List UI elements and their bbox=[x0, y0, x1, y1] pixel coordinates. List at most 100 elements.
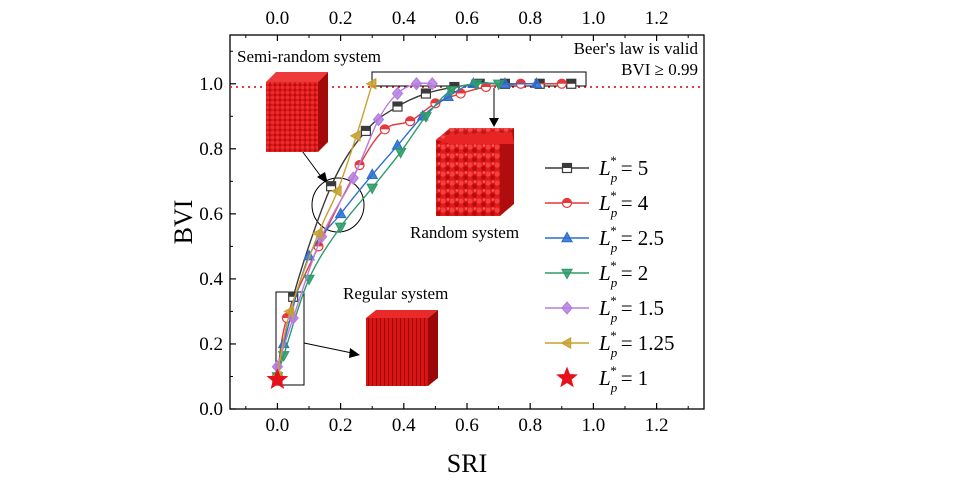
arrow-regular-head bbox=[349, 348, 360, 358]
legend-value: 5 bbox=[638, 156, 649, 180]
series-layer bbox=[266, 77, 577, 390]
data-point bbox=[347, 171, 359, 185]
data-point bbox=[330, 185, 342, 198]
legend-symbol: L bbox=[598, 156, 611, 180]
top-tick-label: 0.6 bbox=[455, 8, 479, 29]
data-point bbox=[283, 305, 295, 318]
legend-symbol: L bbox=[598, 331, 611, 355]
legend-superscript: * bbox=[610, 363, 617, 378]
legend-equals: = bbox=[621, 366, 638, 390]
regular-region-box bbox=[275, 291, 305, 386]
data-point bbox=[530, 77, 543, 88]
legend-value: 2 bbox=[638, 261, 649, 285]
data-point bbox=[266, 368, 289, 390]
y-tick-label: 0.6 bbox=[199, 204, 223, 225]
legend-item: Lp * = 2 bbox=[545, 258, 648, 290]
data-point bbox=[426, 77, 438, 91]
data-point bbox=[360, 125, 371, 137]
y-tick-label: 0.0 bbox=[199, 399, 223, 420]
legend-label: Lp * = 1 bbox=[598, 363, 648, 395]
arrow-regular bbox=[303, 342, 353, 354]
data-point bbox=[419, 112, 432, 123]
annotation-semi-random: Semi-random system bbox=[237, 47, 381, 66]
y-tick-label: 0.4 bbox=[199, 269, 223, 290]
top-tick-label: 0.8 bbox=[518, 8, 542, 29]
legend-item: Lp * = 1.25 bbox=[545, 328, 675, 360]
y-axis-title: BVI bbox=[169, 200, 198, 245]
legend-subscript: p bbox=[610, 345, 618, 360]
annotation-beer-line2: BVI ≥ 0.99 bbox=[621, 60, 698, 79]
random-cube-image bbox=[436, 128, 514, 216]
legend-symbol: L bbox=[598, 366, 611, 390]
top-tick-label: 1.0 bbox=[582, 8, 606, 29]
data-point bbox=[445, 86, 458, 97]
data-point bbox=[470, 79, 483, 91]
legend-label: Lp * = 2.5 bbox=[598, 223, 664, 255]
arrow-semi-random-head bbox=[317, 172, 328, 184]
x-axis-title: SRI bbox=[447, 449, 487, 478]
legend-value: 2.5 bbox=[638, 226, 664, 250]
x-tick-label: 1.0 bbox=[582, 415, 606, 436]
annotation-regular: Regular system bbox=[343, 284, 448, 303]
legend-item: Lp * = 1.5 bbox=[545, 293, 664, 325]
x-tick-label: 0.0 bbox=[266, 415, 290, 436]
y-tick-label: 1.0 bbox=[199, 74, 223, 95]
legend-marker bbox=[561, 231, 573, 243]
annotation-beer-line1: Beer's law is valid bbox=[574, 39, 699, 58]
legend-superscript: * bbox=[610, 223, 617, 238]
y-tick-label: 0.8 bbox=[199, 139, 223, 160]
series-1-5 bbox=[271, 77, 438, 374]
legend-subscript: p bbox=[610, 275, 618, 290]
data-point bbox=[349, 129, 361, 142]
legend-symbol: L bbox=[598, 296, 611, 320]
data-point bbox=[566, 78, 577, 89]
legend-value: 4 bbox=[638, 191, 649, 215]
x-tick-label: 0.4 bbox=[392, 415, 416, 436]
legend-equals: = bbox=[621, 156, 638, 180]
data-point bbox=[556, 78, 567, 89]
legend-equals: = bbox=[621, 261, 638, 285]
data-point bbox=[303, 249, 315, 261]
legend-item: Lp * = 4 bbox=[545, 188, 649, 220]
legend-marker bbox=[561, 197, 573, 209]
legend-subscript: p bbox=[610, 240, 618, 255]
legend-label: Lp * = 2 bbox=[598, 258, 648, 290]
x-tick-label: 0.8 bbox=[518, 415, 542, 436]
legend-superscript: * bbox=[610, 258, 617, 273]
semi-random-cube-image bbox=[266, 72, 328, 152]
data-point bbox=[372, 112, 385, 127]
arrow-random-head bbox=[489, 118, 499, 127]
regular-cube-image bbox=[366, 310, 438, 386]
top-tick-label: 0.4 bbox=[392, 8, 416, 29]
annotation-random: Random system bbox=[410, 223, 519, 242]
legend-marker bbox=[561, 268, 573, 280]
x-tick-label: 0.6 bbox=[455, 415, 479, 436]
legend-equals: = bbox=[621, 191, 638, 215]
legend-symbol: L bbox=[598, 191, 611, 215]
top-tick-label: 0.0 bbox=[266, 8, 290, 29]
legend-item: Lp * = 2.5 bbox=[545, 223, 664, 255]
data-point bbox=[405, 116, 416, 127]
data-point bbox=[334, 222, 347, 234]
legend-subscript: p bbox=[610, 205, 618, 220]
legend-marker bbox=[561, 301, 573, 315]
legend-superscript: * bbox=[610, 188, 617, 203]
legend-value: 1.5 bbox=[638, 296, 664, 320]
data-point bbox=[492, 79, 505, 91]
legend-superscript: * bbox=[610, 328, 617, 343]
data-point bbox=[334, 207, 347, 219]
legend-symbol: L bbox=[598, 226, 611, 250]
legend-item: Lp * = 1 bbox=[556, 363, 648, 395]
legend-symbol: L bbox=[598, 261, 611, 285]
legend-equals: = bbox=[621, 296, 638, 320]
data-point bbox=[420, 88, 432, 99]
data-point bbox=[311, 227, 323, 240]
data-point bbox=[394, 147, 407, 159]
data-point bbox=[365, 77, 377, 90]
legend-value: 1.25 bbox=[638, 331, 675, 355]
legend-marker bbox=[561, 162, 573, 174]
legend-equals: = bbox=[621, 226, 638, 250]
legend-item: Lp * = 5 bbox=[545, 153, 648, 185]
data-point bbox=[392, 101, 403, 112]
x-tick-label: 0.2 bbox=[329, 415, 353, 436]
